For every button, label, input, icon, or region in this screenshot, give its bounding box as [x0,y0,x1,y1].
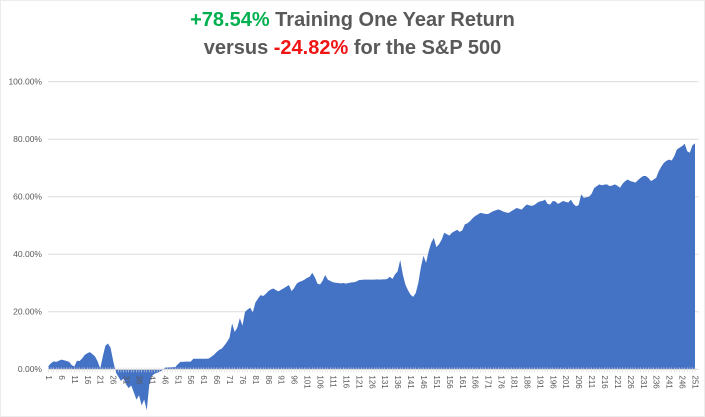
svg-text:86: 86 [264,375,273,384]
svg-text:236: 236 [652,375,661,389]
svg-text:226: 226 [626,375,635,389]
svg-text:181: 181 [509,375,518,389]
title-line2-text: for the S&P 500 [348,37,502,59]
svg-text:246: 246 [678,375,687,389]
svg-text:16: 16 [83,375,92,384]
sp500-return-value: -24.82% [273,37,349,59]
svg-text:61: 61 [199,375,208,384]
svg-text:231: 231 [639,375,648,389]
title-line1-text: Training One Year Return [269,9,515,31]
svg-text:156: 156 [445,375,454,389]
svg-text:101: 101 [303,375,312,389]
svg-text:11: 11 [70,375,79,384]
svg-text:21: 21 [96,375,105,384]
svg-text:111: 111 [328,375,337,388]
svg-text:96: 96 [290,375,299,384]
svg-text:0.00%: 0.00% [18,364,43,374]
chart-title-line2: versus -24.82% for the S&P 500 [1,34,704,62]
svg-text:121: 121 [354,375,363,389]
svg-text:56: 56 [186,375,195,384]
svg-text:46: 46 [160,375,169,384]
svg-text:176: 176 [497,375,506,389]
svg-text:71: 71 [225,375,234,384]
svg-text:196: 196 [548,375,557,389]
svg-text:221: 221 [613,375,622,389]
svg-text:171: 171 [484,375,493,389]
svg-text:100.00%: 100.00% [8,76,42,86]
svg-text:116: 116 [341,375,350,388]
svg-text:136: 136 [393,375,402,389]
svg-text:26: 26 [109,375,118,384]
svg-text:191: 191 [535,375,544,389]
chart-title: +78.54% Training One Year Return versus … [1,6,704,62]
svg-text:161: 161 [458,375,467,389]
svg-text:151: 151 [432,375,441,389]
svg-text:216: 216 [600,375,609,389]
training-return-value: +78.54% [190,9,270,31]
svg-text:201: 201 [561,375,570,389]
svg-text:91: 91 [277,375,286,384]
x-axis-labels: 1 6 11 16 21 26 31 36 41 46 51 56 61 66 71 76 81 86 91 96 10… [44,375,700,389]
svg-text:40.00%: 40.00% [13,249,42,259]
svg-text:131: 131 [380,375,389,389]
svg-text:141: 141 [406,375,415,389]
return-area-series [48,143,695,411]
y-axis-labels: 0.00% 20.00% 40.00% 60.00% 80.00% 100.00% [8,76,42,374]
svg-text:80.00%: 80.00% [13,134,42,144]
svg-text:106: 106 [316,375,325,389]
chart-title-line1: +78.54% Training One Year Return [1,6,704,34]
svg-text:206: 206 [574,375,583,389]
svg-text:186: 186 [522,375,531,389]
svg-text:60.00%: 60.00% [13,192,42,202]
svg-text:76: 76 [238,375,247,384]
svg-text:146: 146 [419,375,428,389]
x-axis-ticks [48,367,696,373]
svg-text:6: 6 [57,375,66,380]
svg-text:1: 1 [44,375,53,380]
svg-text:211: 211 [587,375,596,388]
svg-text:66: 66 [212,375,221,384]
title-versus-text: versus [203,37,274,59]
svg-text:241: 241 [665,375,674,389]
svg-text:41: 41 [147,375,156,384]
svg-text:126: 126 [367,375,376,389]
svg-text:20.00%: 20.00% [13,307,42,317]
svg-text:36: 36 [135,375,144,384]
svg-text:51: 51 [173,375,182,384]
svg-text:166: 166 [471,375,480,389]
svg-text:31: 31 [122,375,131,384]
svg-text:81: 81 [251,375,260,384]
svg-text:251: 251 [691,375,700,389]
